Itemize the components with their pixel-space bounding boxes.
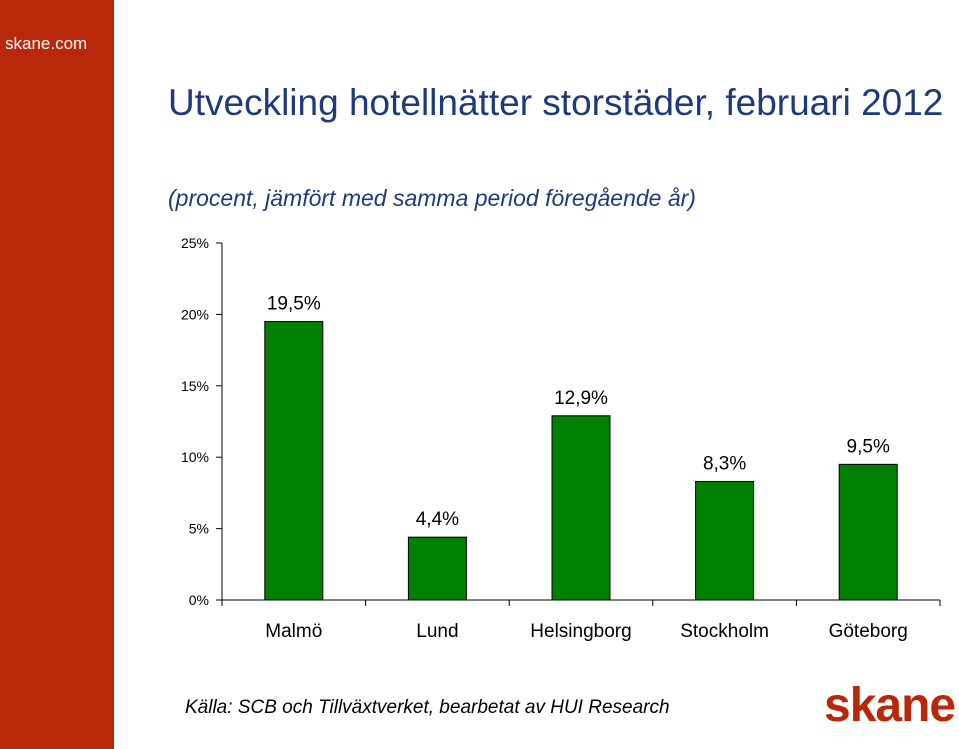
data-label: 8,3% <box>703 453 746 474</box>
y-tick-label: 20% <box>181 306 209 322</box>
data-label: 19,5% <box>267 294 321 315</box>
bar-stockholm <box>695 480 755 601</box>
y-tick-label: 0% <box>189 592 209 608</box>
y-tick-label: 10% <box>181 449 209 465</box>
chart-subtitle: (procent, jämfört med samma period föreg… <box>168 185 696 211</box>
data-label: 9,5% <box>847 436 890 457</box>
x-tick-label: Malmö <box>265 621 322 642</box>
y-tick-label: 25% <box>181 235 209 251</box>
bar-lund <box>407 536 467 601</box>
y-tick-label: 15% <box>181 378 209 394</box>
chart-title: Utveckling hotellnätter storstäder, febr… <box>168 82 944 123</box>
data-label: 4,4% <box>416 509 459 530</box>
source-note: Källa: SCB och Tillväxtverket, bearbetat… <box>185 697 670 718</box>
data-label: 12,9% <box>554 388 608 409</box>
x-tick-label: Göteborg <box>829 621 908 642</box>
x-tick-label: Stockholm <box>680 621 769 642</box>
skane-logo: skane <box>824 679 956 732</box>
x-tick-label: Helsingborg <box>530 621 631 642</box>
sidebar-band: skane.com <box>0 0 114 749</box>
y-tick-label: 5% <box>189 521 209 537</box>
bar-helsingborg <box>551 415 611 601</box>
bar-göteborg <box>838 463 898 601</box>
x-tick-label: Lund <box>416 621 458 642</box>
site-label: skane.com <box>5 34 88 53</box>
bar-malmö <box>264 321 324 601</box>
